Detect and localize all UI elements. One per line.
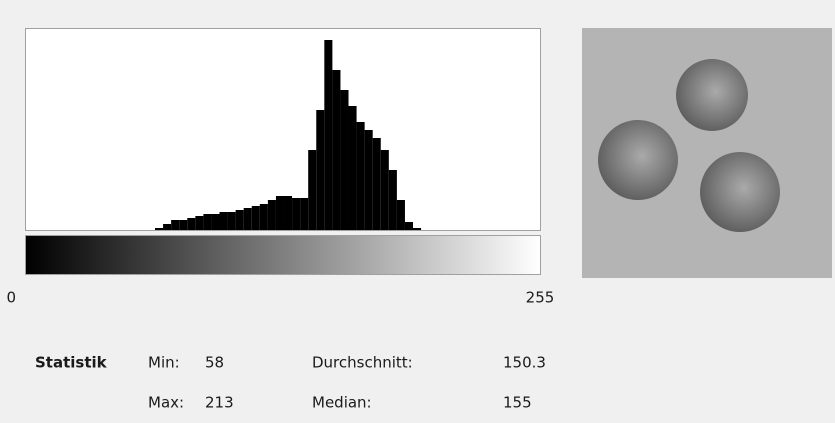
histogram-bar bbox=[300, 198, 308, 230]
stats-title: Statistik bbox=[35, 354, 108, 372]
histogram-bar bbox=[228, 212, 236, 230]
histogram-bar bbox=[324, 40, 332, 230]
stat-value: 213 bbox=[205, 394, 234, 412]
image-preview bbox=[582, 28, 832, 278]
stat-label: Max: bbox=[148, 394, 184, 412]
histogram-bar bbox=[332, 70, 340, 230]
x-tick-label: 0 bbox=[6, 289, 16, 307]
histogram-bar bbox=[163, 224, 171, 230]
histogram-bar bbox=[365, 130, 373, 230]
histogram-bar bbox=[244, 208, 252, 230]
stat-value: 150.3 bbox=[503, 354, 546, 372]
histogram-bar bbox=[340, 90, 348, 230]
histogram-bar bbox=[276, 196, 284, 230]
gray-scale-bar bbox=[26, 236, 541, 275]
stat-label: Durchschnitt: bbox=[312, 354, 413, 372]
histogram-bar bbox=[389, 170, 397, 230]
histogram-bar bbox=[252, 206, 260, 230]
histogram-bar bbox=[284, 196, 292, 230]
stat-value: 58 bbox=[205, 354, 224, 372]
histogram-bar bbox=[195, 216, 203, 230]
stat-label: Min: bbox=[148, 354, 180, 372]
histogram-bar bbox=[308, 150, 316, 230]
histogram-bar bbox=[220, 212, 228, 230]
histogram-bar bbox=[381, 150, 389, 230]
histogram-bar bbox=[405, 222, 413, 230]
histogram-bar bbox=[357, 122, 365, 230]
histogram-bar bbox=[397, 200, 405, 230]
x-tick-label: 255 bbox=[526, 289, 555, 307]
stat-label: Median: bbox=[312, 394, 372, 412]
histogram-bar bbox=[211, 214, 219, 230]
histogram-bar bbox=[203, 214, 211, 230]
histogram-bar bbox=[349, 106, 357, 230]
histogram-bar bbox=[316, 110, 324, 230]
histogram-bar bbox=[187, 218, 195, 230]
stat-value: 155 bbox=[503, 394, 532, 412]
histogram-bar bbox=[292, 198, 300, 230]
histogram-bar bbox=[373, 138, 381, 230]
histogram-bar bbox=[155, 228, 163, 230]
histogram-bar bbox=[260, 204, 268, 230]
histogram-panel: Statistik 0 255 Min: 58 Max: 213 Durchschnitt:… bbox=[0, 0, 835, 419]
histogram-bar bbox=[236, 210, 244, 230]
histogram-bar bbox=[179, 220, 187, 230]
histogram-bar bbox=[171, 220, 179, 230]
histogram-bar bbox=[268, 200, 276, 230]
histogram-bar bbox=[413, 228, 421, 230]
